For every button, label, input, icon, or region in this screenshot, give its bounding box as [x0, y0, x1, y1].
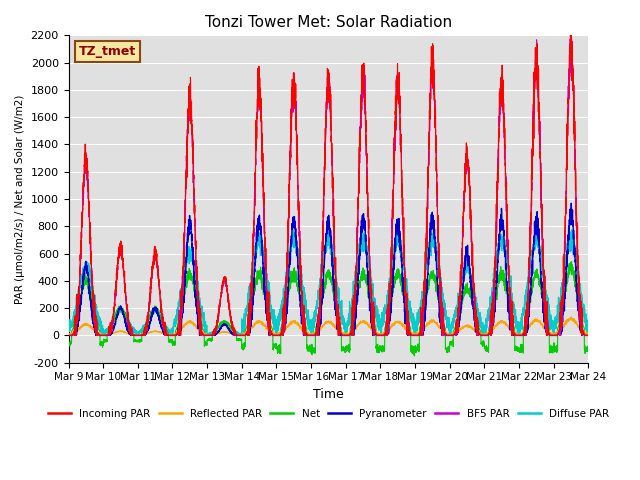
Legend: Incoming PAR, Reflected PAR, Net, Pyranometer, BF5 PAR, Diffuse PAR: Incoming PAR, Reflected PAR, Net, Pyrano… — [44, 405, 613, 423]
X-axis label: Time: Time — [313, 388, 344, 401]
Y-axis label: PAR (μmol/m2/s) / Net and Solar (W/m2): PAR (μmol/m2/s) / Net and Solar (W/m2) — [15, 95, 25, 304]
Title: Tonzi Tower Met: Solar Radiation: Tonzi Tower Met: Solar Radiation — [205, 15, 452, 30]
Text: TZ_tmet: TZ_tmet — [79, 45, 136, 58]
